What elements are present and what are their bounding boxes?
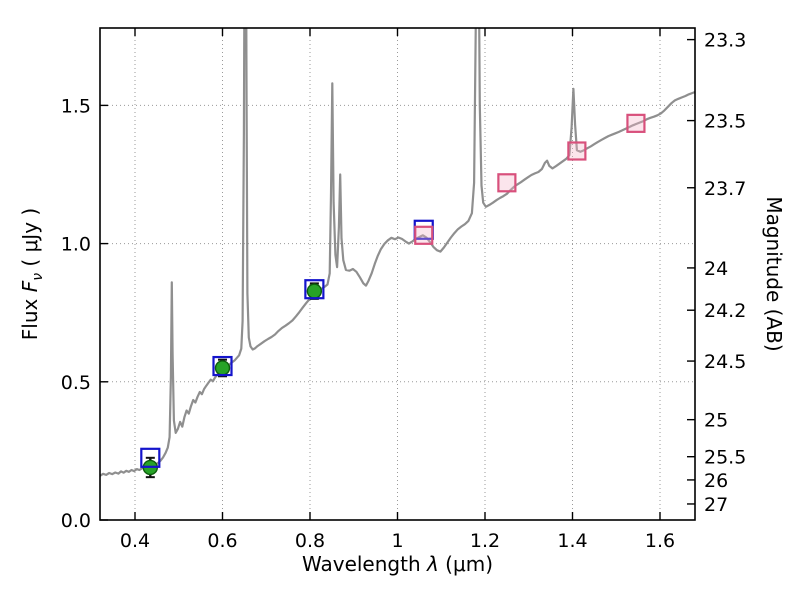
- y-tick-label-right: 26: [704, 470, 728, 492]
- y-right-text: Magnitude (AB): [762, 196, 786, 352]
- x-axis-label-word: Wavelength: [301, 552, 427, 576]
- y-left-units: ( μJy ): [18, 207, 42, 273]
- y-tick-label-left: 1.5: [61, 95, 91, 117]
- y-tick-label-right: 24.5: [704, 351, 746, 373]
- observed-point: [214, 360, 231, 376]
- x-tick-label: 0.8: [295, 530, 325, 552]
- y-left-symbol: F: [18, 280, 42, 293]
- x-tick-label: 1.2: [470, 530, 500, 552]
- y-tick-label-right: 24: [704, 258, 728, 280]
- spectrum-line: [100, 28, 695, 477]
- y-tick-label-left: 1.0: [61, 234, 91, 256]
- predicted-photometry-point: [414, 225, 434, 245]
- y-tick-label-right: 23.7: [704, 178, 746, 200]
- x-tick-label: 1: [391, 530, 403, 552]
- y-tick-label-right: 27: [704, 494, 728, 516]
- x-tick-label: 0.6: [207, 530, 237, 552]
- y-tick-label-left: 0.0: [61, 510, 91, 532]
- y-tick-label-right: 24.2: [704, 300, 746, 322]
- model-photometry-point: [212, 355, 233, 377]
- observed-point: [306, 283, 323, 299]
- model-photometry-point: [140, 447, 161, 468]
- y-tick-label-right: 23.5: [704, 111, 746, 133]
- predicted-photometry-point: [567, 141, 587, 161]
- y-left-subscript: ν: [30, 272, 46, 281]
- predicted-photometry-point: [497, 173, 517, 193]
- x-axis-label: Wavelength λ (μm): [100, 552, 695, 576]
- y-left-word: Flux: [18, 292, 42, 341]
- y-tick-label-right: 23.3: [704, 30, 746, 52]
- predicted-photometry-point: [626, 113, 646, 133]
- x-tick-label: 0.4: [120, 530, 150, 552]
- model-photometry-point: [304, 279, 325, 300]
- y-tick-label-right: 25.5: [704, 447, 746, 469]
- x-tick-label: 1.4: [557, 530, 587, 552]
- y-tick-label-left: 0.5: [61, 372, 91, 394]
- axes-frame: [99, 27, 696, 521]
- x-tick-label: 1.6: [645, 530, 675, 552]
- y-axis-label-left: Flux Fν ( μJy ): [18, 208, 46, 340]
- x-axis-label-units: (μm): [438, 552, 493, 576]
- y-tick-label-right: 25: [704, 410, 728, 432]
- y-axis-label-right: Magnitude (AB): [762, 196, 786, 351]
- x-axis-label-symbol: λ: [426, 552, 439, 576]
